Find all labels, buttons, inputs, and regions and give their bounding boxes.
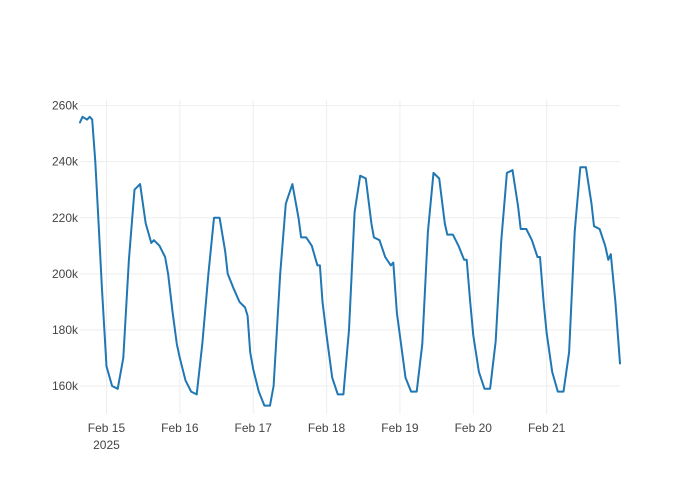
- x-tick-label: Feb 16: [161, 421, 199, 435]
- series-layer: [79, 115, 621, 407]
- y-tick-label: 180k: [52, 323, 79, 337]
- y-tick-label: 240k: [52, 155, 79, 169]
- x-tick-label: Feb 20: [455, 421, 493, 435]
- y-tick-label: 260k: [52, 99, 79, 113]
- x-tick-label: Feb 17: [235, 421, 273, 435]
- y-tick-label: 160k: [52, 379, 79, 393]
- x-tick-label: Feb 18: [308, 421, 346, 435]
- x-tick-label: Feb 15: [88, 421, 126, 435]
- x-tick-label: Feb 21: [528, 421, 566, 435]
- x-axis-tick-labels: Feb 15 2025 Feb 16 Feb 17 Feb 18 Feb 19 Feb 20…: [88, 421, 566, 452]
- y-tick-label: 220k: [52, 211, 79, 225]
- y-tick-label: 200k: [52, 267, 79, 281]
- x-tick-label: Feb 19: [381, 421, 419, 435]
- x-tick-year-label: 2025: [93, 438, 120, 452]
- gridlines: [80, 100, 620, 414]
- y-axis-tick-labels: 160k 180k 200k 220k 240k 260k: [52, 99, 79, 393]
- series-line: [79, 115, 621, 407]
